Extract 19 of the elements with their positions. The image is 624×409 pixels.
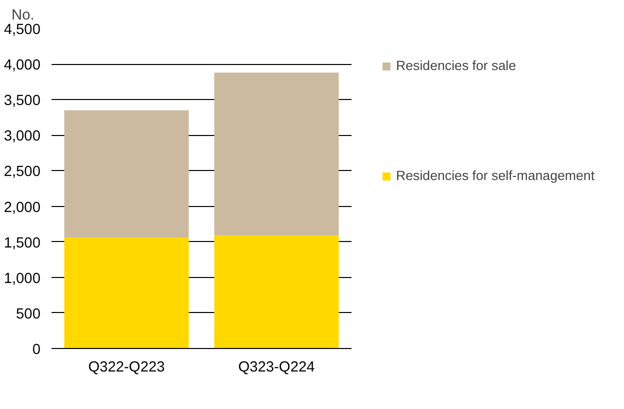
y-tick-label: 1,000 [4,270,41,287]
y-tick-label: 2,000 [4,200,41,216]
y-tick-label: 2,500 [4,164,41,180]
y-tick-label: 4,500 [4,22,41,38]
y-tick-label: 1,500 [4,235,41,252]
y-axis-title: No. [12,8,34,24]
y-tick-label: 4,000 [4,58,41,74]
y-tick-label: 3,000 [4,128,41,145]
y-tick-label: 0 [32,342,41,358]
bar [64,238,189,348]
bar [214,72,339,236]
bar [64,110,189,238]
y-tick-label: 500 [16,306,41,322]
legend-label: Residencies for self-management [396,168,595,183]
y-tick-label: 3,500 [4,93,41,110]
bar [214,235,339,348]
x-tick-label: Q322-Q223 [88,360,165,376]
legend-label: Residencies for sale [396,58,516,73]
x-tick-label: Q323-Q224 [238,360,315,376]
